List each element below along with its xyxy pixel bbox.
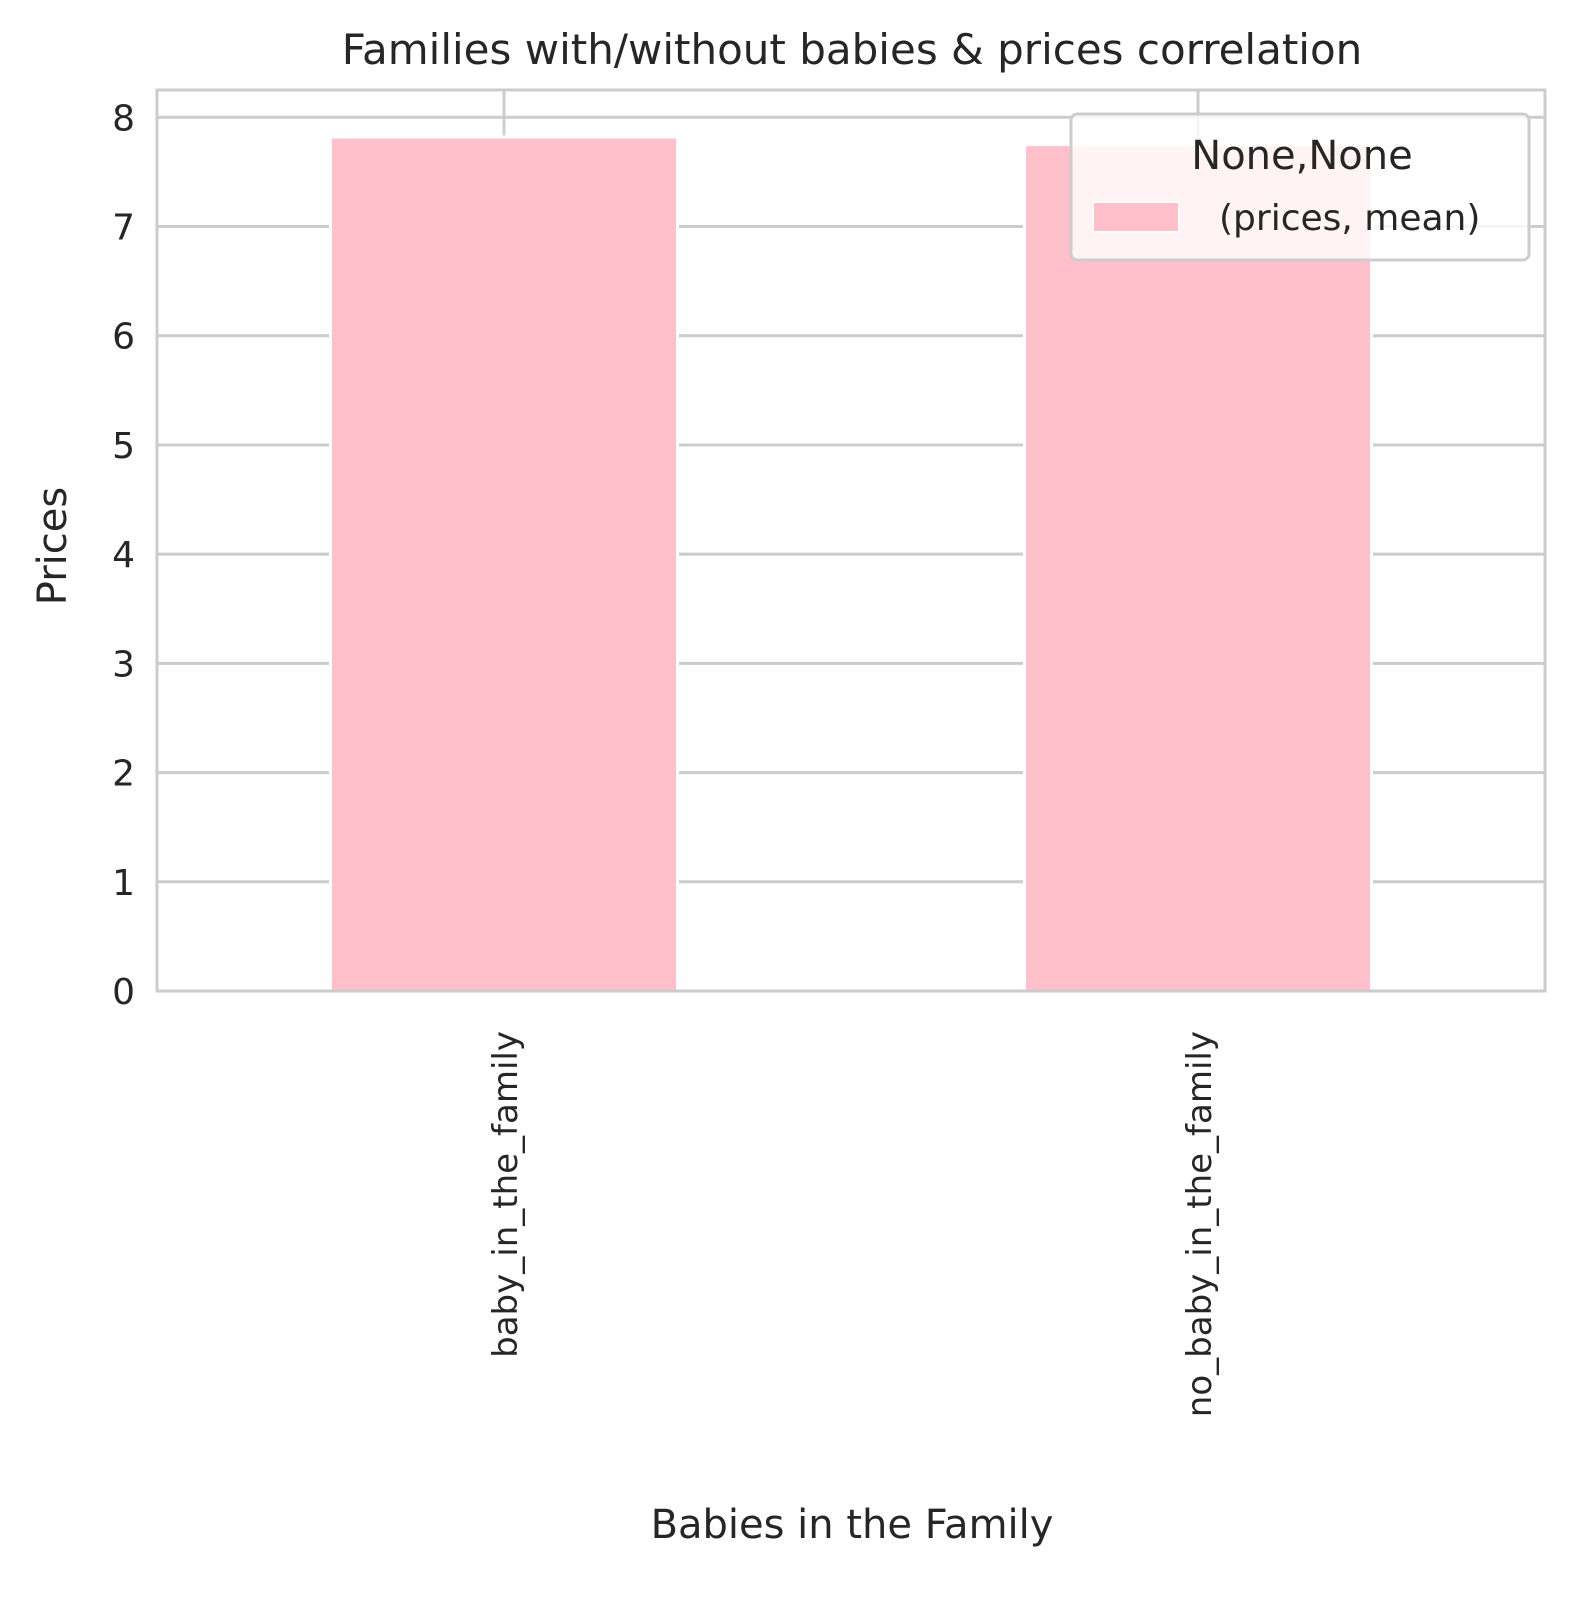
y-tick-label: 6 [112, 317, 135, 358]
axes-frame [155, 88, 1547, 993]
plot-area: 0 1 2 3 4 5 6 7 8 baby_in_the_family no_baby_in_th… [112, 88, 1547, 1417]
legend-entry-label: (prices, mean) [1219, 198, 1480, 239]
legend-box [1069, 112, 1531, 262]
y-tick-label: 1 [112, 863, 135, 904]
y-tick-label: 4 [112, 535, 135, 576]
y-axis-label: Prices [30, 487, 76, 605]
chart-title: Families with/without babies & prices co… [342, 25, 1363, 74]
y-tick-label: 7 [112, 208, 135, 249]
bar-baby_in_the_family [329, 135, 679, 993]
y-tick-label: 3 [112, 644, 135, 685]
legend-title: None,None [1191, 133, 1412, 179]
x-axis-label: Babies in the Family [651, 1502, 1054, 1548]
y-tick-label: 0 [112, 972, 135, 1013]
y-tick-label: 8 [112, 98, 135, 139]
x-tick-label: baby_in_the_family [486, 1031, 526, 1358]
legend-swatch [1092, 201, 1180, 233]
x-tick-label: no_baby_in_the_family [1180, 1031, 1220, 1417]
y-tick-label: 5 [112, 426, 135, 467]
y-tick-label: 2 [112, 754, 135, 795]
bar-no_baby_in_the_family [1023, 143, 1373, 993]
legend: None,None (prices, mean) [1069, 112, 1531, 262]
